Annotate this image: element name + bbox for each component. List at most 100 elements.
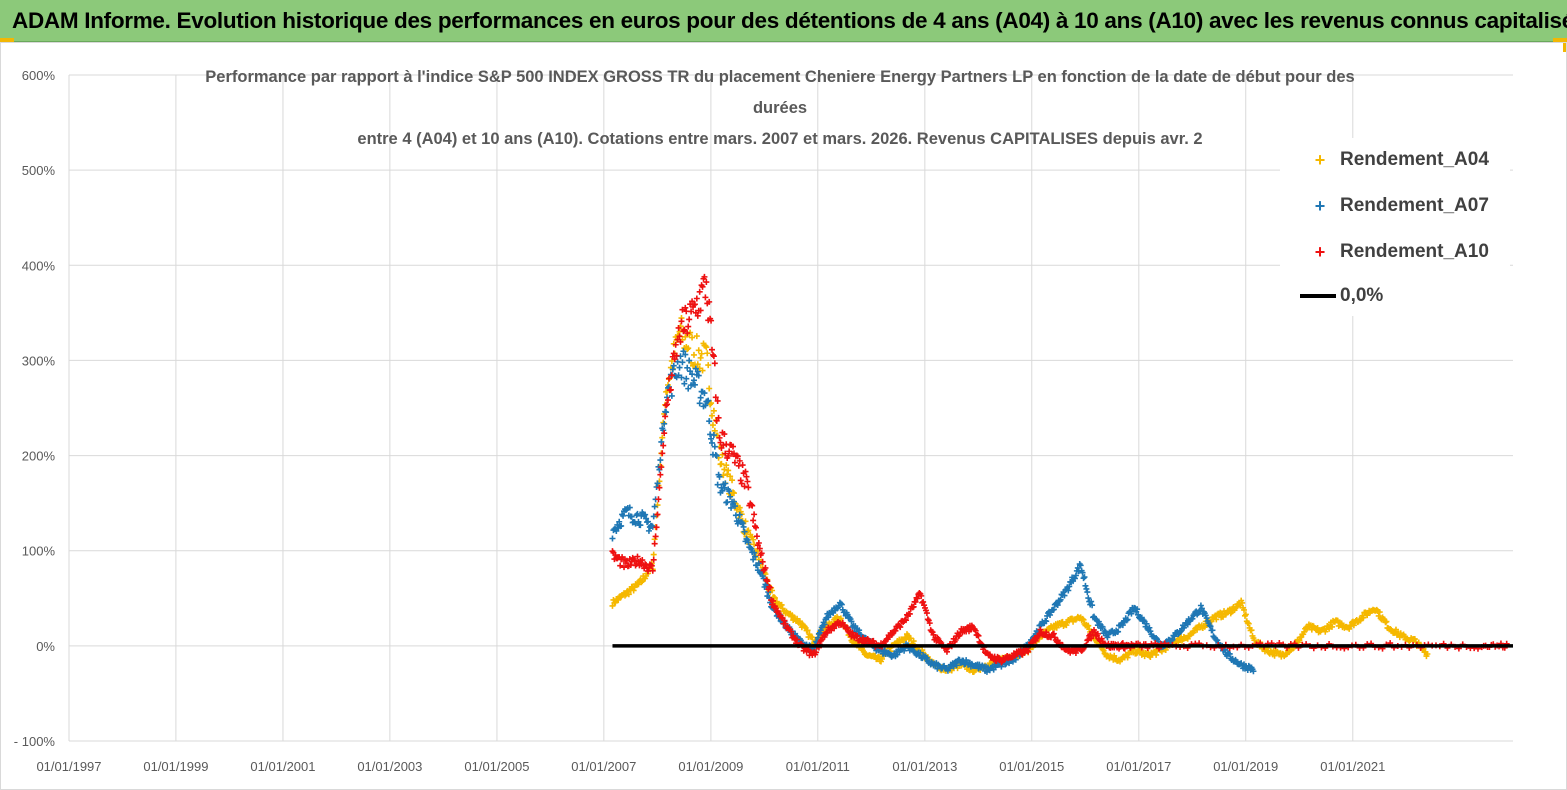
data-point-marker: [681, 380, 688, 387]
data-point-marker: [685, 385, 692, 392]
data-point-marker: [1128, 610, 1135, 617]
corner-accent-top-right: [1553, 38, 1567, 42]
y-tick-label: 0%: [36, 639, 55, 654]
data-point-marker: [914, 595, 921, 602]
data-point-marker: [837, 615, 844, 622]
data-point-marker: [711, 427, 718, 434]
data-point-marker: [653, 512, 660, 519]
data-point-marker: [665, 397, 672, 404]
data-point-marker: [645, 527, 652, 534]
data-point-marker: [691, 301, 698, 308]
data-point-marker: [672, 341, 679, 348]
data-point-marker: [690, 351, 697, 358]
x-axis-tick-labels: 01/01/1997 01/01/1999 01/01/2001 01/01/2003…: [36, 759, 1385, 774]
x-tick-label: 01/01/1999: [143, 759, 208, 774]
data-point-marker: [974, 631, 981, 638]
data-point-marker: [1085, 595, 1092, 602]
data-point-marker: [848, 618, 855, 625]
data-point-marker: [950, 663, 957, 670]
data-point-marker: [1158, 648, 1165, 655]
data-point-marker: [706, 298, 713, 305]
data-point-marker: [976, 661, 983, 668]
data-point-marker: [912, 598, 919, 605]
data-point-marker: [618, 522, 625, 529]
data-point-marker: [952, 636, 959, 643]
data-point-marker: [1203, 615, 1210, 622]
data-point-marker: [750, 536, 757, 543]
data-point-marker: [706, 385, 713, 392]
data-point-marker: [638, 579, 645, 586]
data-point-marker: [1066, 583, 1073, 590]
data-point-marker: [872, 652, 879, 659]
data-point-marker: [697, 307, 704, 314]
data-point-marker: [685, 345, 692, 352]
data-point-marker: [918, 592, 925, 599]
y-tick-label: - 100%: [14, 734, 56, 749]
data-point-marker: [729, 477, 736, 484]
data-point-marker: [1089, 602, 1096, 609]
data-point-marker: [892, 627, 899, 634]
data-point-marker: [1242, 611, 1249, 618]
data-point-marker: [725, 452, 732, 459]
data-point-marker: [1072, 650, 1079, 657]
data-point-marker: [650, 551, 657, 558]
data-point-marker: [712, 451, 719, 458]
data-point-marker: [678, 374, 685, 381]
data-point-marker: [737, 477, 744, 484]
data-point-marker: [667, 386, 674, 393]
data-point-marker: [924, 616, 931, 623]
data-point-marker: [1043, 629, 1050, 636]
data-point-marker: [748, 545, 755, 552]
data-point-marker: [1088, 598, 1095, 605]
data-point-marker: [817, 627, 824, 634]
data-point-marker: [723, 462, 730, 469]
data-point-marker: [856, 627, 863, 634]
data-point-marker: [1376, 609, 1383, 616]
data-point-marker: [1080, 575, 1087, 582]
data-point-marker: [815, 630, 822, 637]
legend-item-a04: + Rendement_A04: [1300, 146, 1489, 174]
data-point-marker: [748, 501, 755, 508]
data-point-marker: [1123, 617, 1130, 624]
data-point-marker: [705, 362, 712, 369]
data-point-marker: [676, 333, 683, 340]
x-tick-label: 01/01/2021: [1320, 759, 1385, 774]
data-point-marker: [649, 567, 656, 574]
data-point-marker: [1153, 651, 1160, 658]
data-point-marker: [744, 478, 751, 485]
data-point-marker: [1392, 626, 1399, 633]
data-point-marker: [1411, 636, 1418, 643]
data-point-marker: [656, 484, 663, 491]
data-point-marker: [752, 524, 759, 531]
data-point-marker: [635, 518, 642, 525]
data-point-marker: [1296, 637, 1303, 644]
data-point-marker: [763, 582, 770, 589]
data-point-marker: [637, 522, 644, 529]
data-point-marker: [706, 418, 713, 425]
data-point-marker: [742, 468, 749, 475]
data-point-marker: [1207, 623, 1214, 630]
data-point-marker: [731, 503, 738, 510]
data-point-marker: [653, 524, 660, 531]
data-point-marker: [1146, 624, 1153, 631]
data-point-marker: [701, 390, 708, 397]
data-point-marker: [1124, 616, 1131, 623]
x-tick-label: 01/01/2013: [892, 759, 957, 774]
data-point-marker: [788, 628, 795, 635]
data-point-marker: [711, 360, 718, 367]
data-point-marker: [782, 620, 789, 627]
data-point-marker: [701, 273, 708, 280]
data-point-marker: [1085, 622, 1092, 629]
data-point-marker: [716, 473, 723, 480]
data-point-marker: [671, 356, 678, 363]
data-point-marker: [708, 317, 715, 324]
data-point-marker: [680, 348, 687, 355]
data-point-marker: [634, 553, 641, 560]
legend-item-a10: + Rendement_A10: [1300, 238, 1489, 266]
data-point-marker: [896, 622, 903, 629]
data-point-marker: [689, 298, 696, 305]
data-point-marker: [1198, 605, 1205, 612]
data-point-marker: [739, 462, 746, 469]
data-point-marker: [821, 621, 828, 628]
data-point-marker: [903, 617, 910, 624]
